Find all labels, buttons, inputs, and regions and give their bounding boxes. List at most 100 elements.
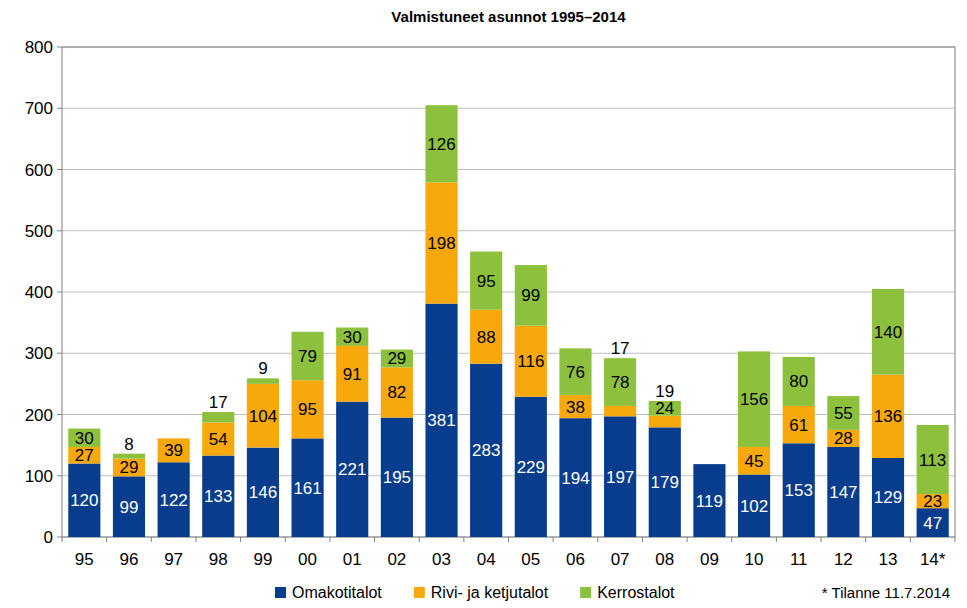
x-tick-label: 10 — [745, 550, 764, 569]
data-label: 113 — [919, 451, 946, 470]
data-label: 146 — [249, 483, 277, 502]
x-tick-label: 95 — [75, 550, 94, 569]
data-label: 122 — [159, 491, 187, 510]
grid-line — [62, 475, 955, 476]
bar-segment — [559, 395, 591, 418]
bar-segment — [470, 252, 502, 310]
y-tick — [57, 414, 62, 415]
x-tick — [865, 537, 866, 542]
data-label: 99 — [120, 498, 139, 517]
y-tick-label: 300 — [25, 344, 53, 363]
x-tick — [687, 537, 688, 542]
bar-segment — [649, 427, 681, 537]
y-tick — [57, 47, 62, 48]
x-tick — [553, 537, 554, 542]
data-label: 17 — [209, 393, 228, 412]
data-label: 99 — [521, 286, 540, 305]
x-tick-label: 11 — [790, 550, 808, 569]
bar-segment — [292, 380, 324, 438]
data-label: 140 — [874, 323, 902, 342]
x-tick-label: 02 — [387, 550, 406, 569]
bar-segment — [336, 328, 368, 346]
x-tick-label: 00 — [298, 550, 317, 569]
y-tick-label: 800 — [25, 38, 53, 57]
x-tick — [731, 537, 732, 542]
bar-segment — [515, 265, 547, 326]
y-tick-label: 100 — [25, 467, 53, 486]
bar-segment — [425, 105, 457, 182]
data-label: 29 — [387, 349, 406, 368]
grid-line — [62, 169, 955, 170]
y-tick-label: 700 — [25, 99, 53, 118]
x-tick-label: 05 — [521, 550, 540, 569]
x-tick — [240, 537, 241, 542]
data-label: 82 — [387, 383, 406, 402]
bar-segment — [381, 367, 413, 417]
y-tick — [57, 230, 62, 231]
y-tick — [57, 292, 62, 293]
x-tick — [419, 537, 420, 542]
x-tick — [955, 537, 956, 542]
bar-segment — [738, 475, 770, 537]
annotation: * Tilanne 11.7.2014 — [822, 584, 950, 601]
bar-segment — [292, 438, 324, 537]
data-label: 161 — [293, 479, 321, 498]
data-label: 30 — [343, 328, 362, 347]
legend-label: Omakotitalot — [292, 584, 382, 601]
y-tick — [57, 353, 62, 354]
y-tick-label: 200 — [25, 406, 53, 425]
data-label: 136 — [874, 407, 902, 426]
x-tick — [910, 537, 911, 542]
bar-segment — [381, 418, 413, 537]
data-label: 95 — [477, 272, 496, 291]
x-tick — [821, 537, 822, 542]
x-tick-label: 07 — [611, 550, 630, 569]
data-labels: 1202730992981223913354171461049161957922… — [70, 135, 946, 533]
data-label: 153 — [785, 481, 813, 500]
bar-segment — [783, 357, 815, 406]
x-tick — [597, 537, 598, 542]
bar-segment — [247, 378, 279, 384]
data-label: 39 — [164, 441, 183, 460]
bar-segment — [738, 351, 770, 447]
x-tick-label: 03 — [432, 550, 451, 569]
bar-segment — [604, 406, 636, 416]
data-label: 30 — [75, 429, 94, 448]
x-tick-label: 14* — [920, 550, 946, 569]
grid-line — [62, 353, 955, 354]
data-label: 198 — [427, 234, 455, 253]
data-label: 28 — [834, 429, 853, 448]
data-label: 194 — [561, 469, 589, 488]
bar-segment — [292, 332, 324, 380]
data-label: 38 — [566, 398, 585, 417]
bar-segment — [559, 348, 591, 395]
bar-segment — [158, 438, 190, 462]
data-label: 221 — [338, 460, 366, 479]
data-label: 54 — [209, 430, 228, 449]
data-label: 8 — [124, 435, 133, 454]
bar-segment — [247, 448, 279, 537]
data-label: 27 — [75, 446, 94, 465]
data-label: 195 — [383, 468, 411, 487]
bar-segment — [604, 416, 636, 537]
x-tick — [195, 537, 196, 542]
bar-segment — [158, 462, 190, 537]
x-tick — [374, 537, 375, 542]
x-tick — [285, 537, 286, 542]
data-label: 17 — [611, 339, 630, 358]
y-tick — [57, 537, 62, 538]
bar-segment — [68, 464, 100, 538]
data-label: 381 — [427, 411, 455, 430]
data-label: 229 — [517, 458, 545, 477]
bar-segment — [202, 422, 234, 455]
data-label: 120 — [70, 491, 98, 510]
data-label: 129 — [874, 488, 902, 507]
bar-segment — [113, 476, 145, 537]
bar-segment — [604, 358, 636, 406]
x-tick — [62, 537, 63, 542]
bar-segment — [202, 412, 234, 422]
bar-segment — [783, 443, 815, 537]
data-label: 91 — [343, 365, 362, 384]
y-tick — [57, 475, 62, 476]
bar-segment — [827, 447, 859, 537]
